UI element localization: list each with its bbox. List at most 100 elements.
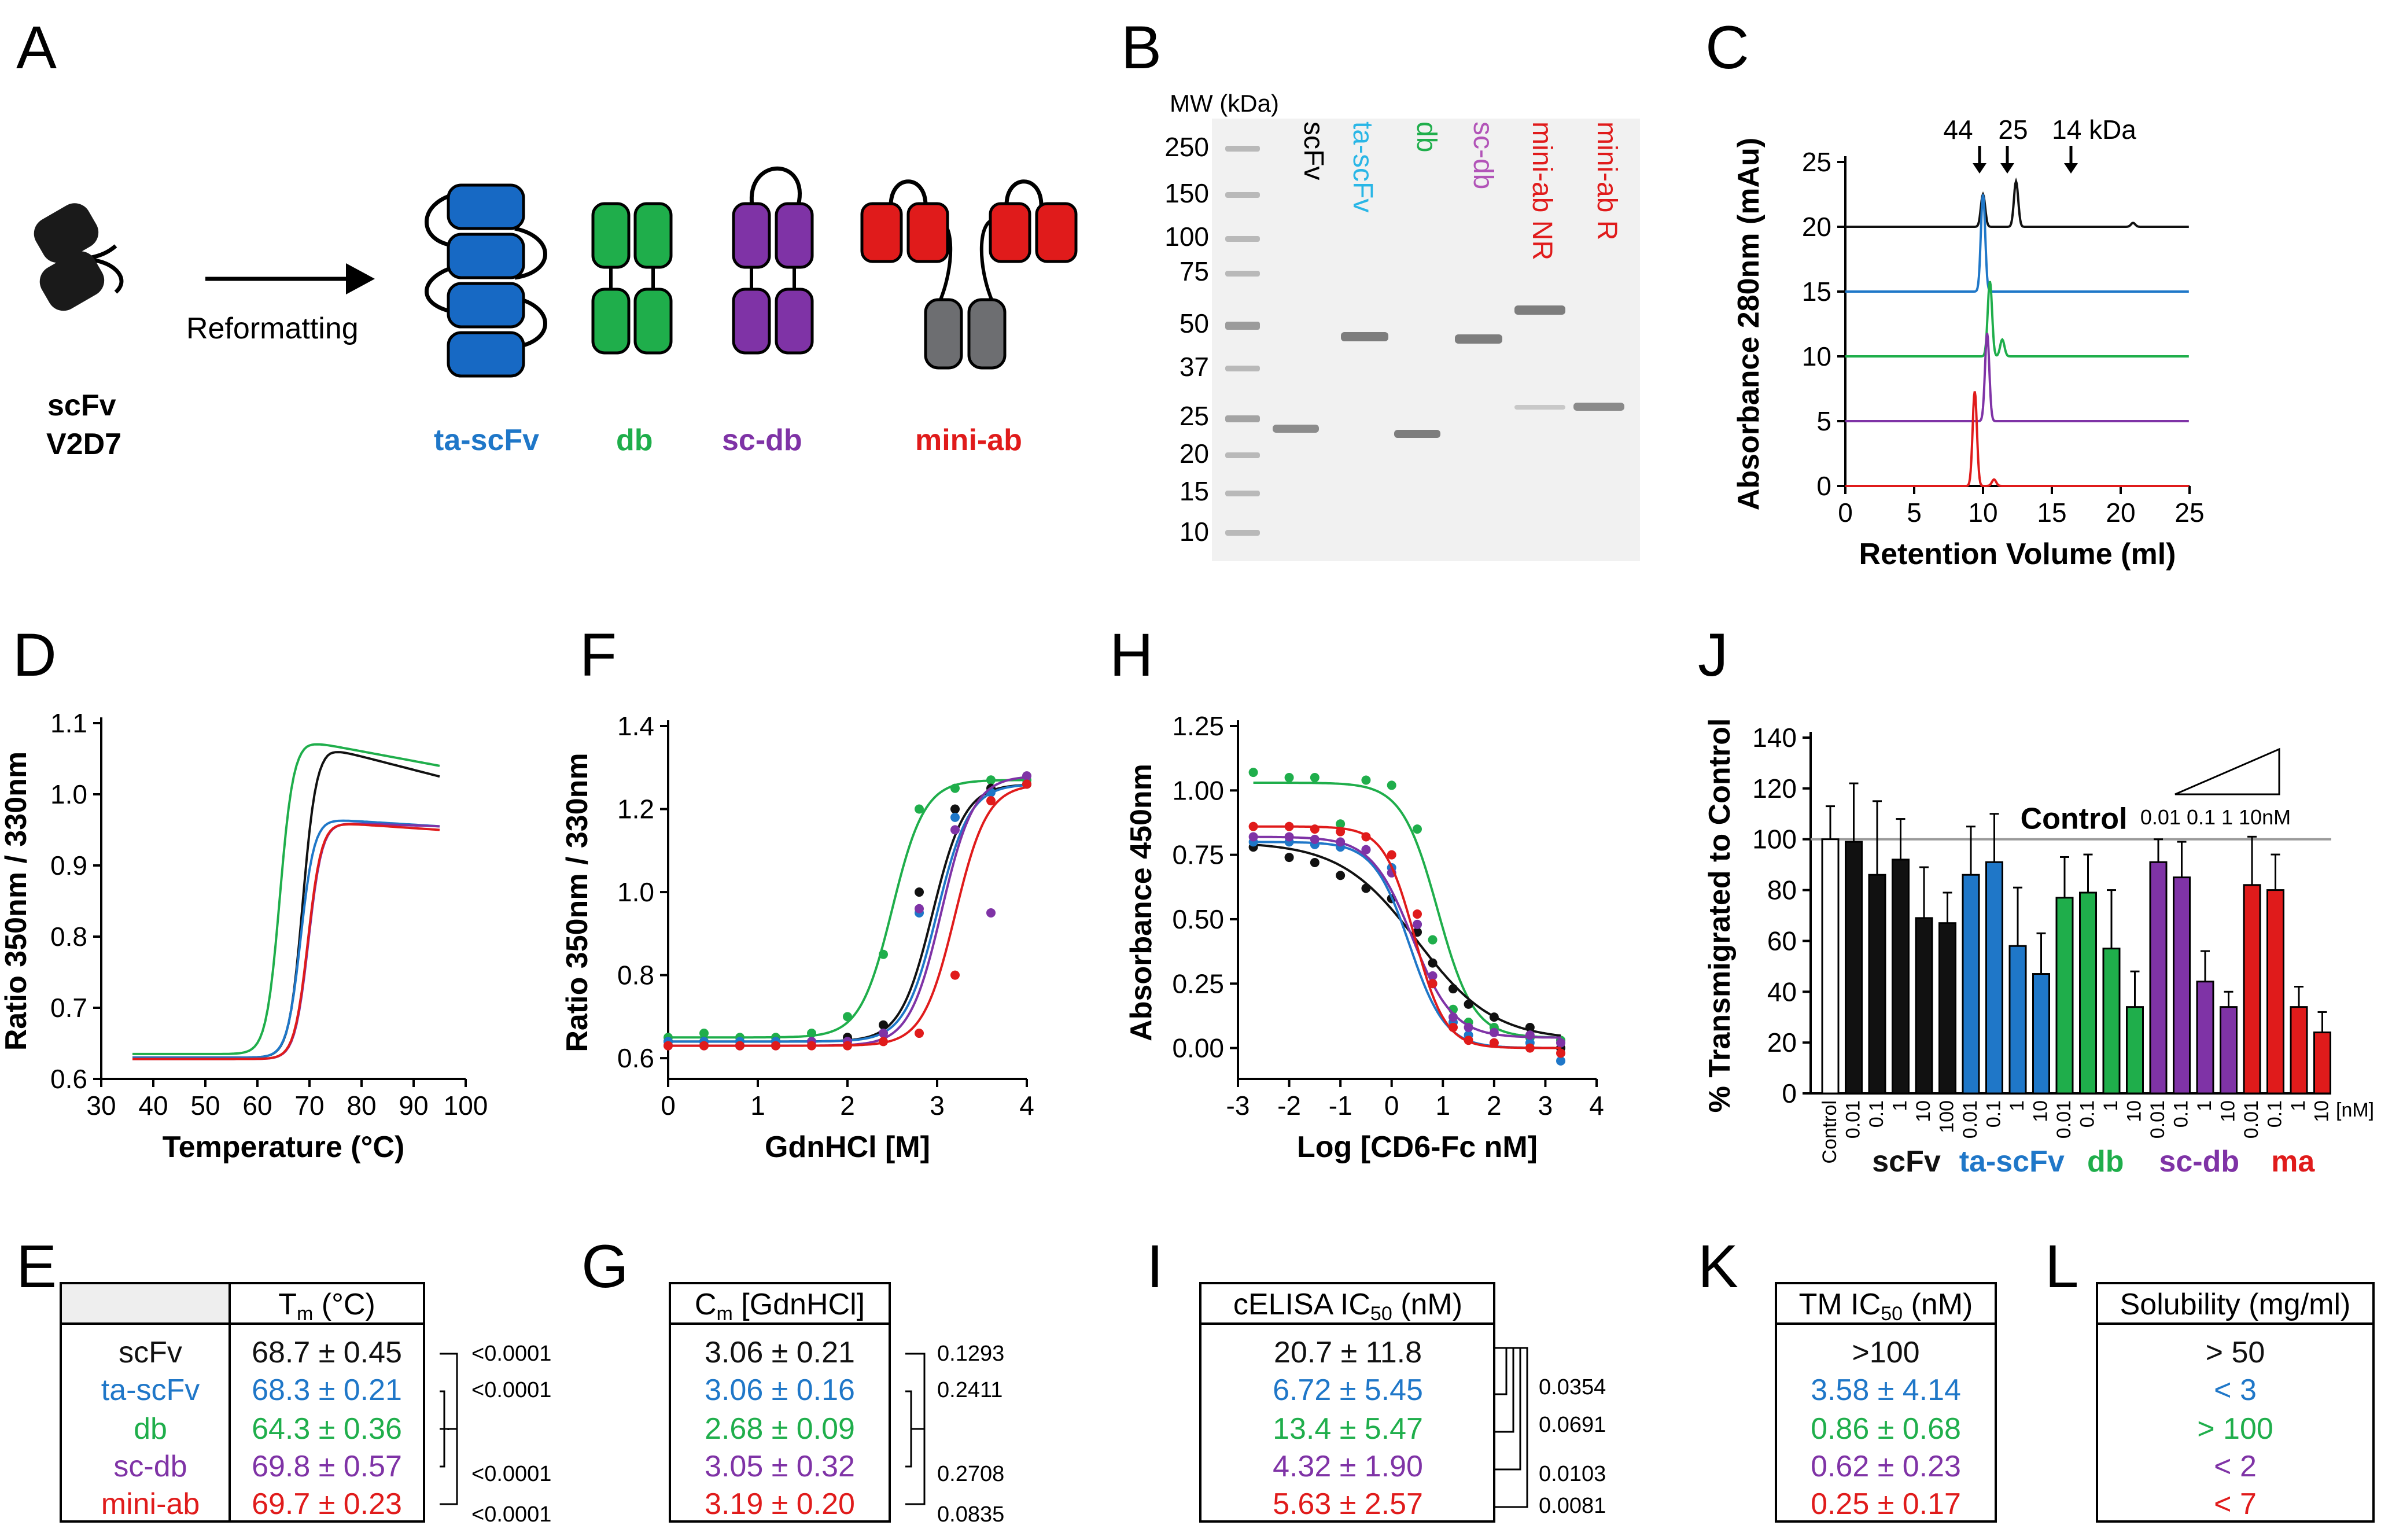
x-tick-label: 1 <box>2194 1100 2216 1111</box>
table-g-value-db: 2.68 ± 0.09 <box>705 1412 855 1446</box>
x-tick-label: 1 <box>1889 1100 1911 1111</box>
y-axis-title: Ratio 350nm / 330nm <box>561 753 594 1052</box>
gel-mw-title: MW (kDa) <box>1170 90 1279 117</box>
bar-ma <box>2290 1006 2308 1095</box>
point-sc-db <box>1428 971 1438 981</box>
point-mini-ab <box>699 1041 709 1051</box>
y-tick-label: 140 <box>1752 723 1797 753</box>
panel-label-i: I <box>1147 1233 1163 1300</box>
point-sc-db <box>1464 1022 1473 1032</box>
trace-ta-scFv <box>1845 194 2189 293</box>
table-l: Solubility (mg/ml) > 50 < 3 > 100 < 2 < … <box>2096 1282 2375 1523</box>
x-tick-label: 0 <box>1384 1090 1399 1121</box>
table-g-header: Cm [GdnHCl] <box>695 1288 865 1325</box>
mini-ab-schematic <box>860 179 1078 370</box>
chart-f: 0 1 2 3 4 0.6 0.8 1.0 1.2 1.4 GdnHCl [M] Ratio 350n… <box>561 711 1034 1164</box>
table-e: Tm (°C) scFv ta-scFv db sc-db mini-ab 68… <box>60 1282 551 1527</box>
point-scFv <box>1449 984 1458 994</box>
point-db <box>843 1012 852 1022</box>
bar-sc-db <box>2173 876 2191 1095</box>
band-mini-ab-nr-faint <box>1514 405 1565 410</box>
x-tick-label: 0.1 <box>1866 1100 1888 1128</box>
bar-db <box>2079 891 2097 1095</box>
point-sc-db <box>879 1029 888 1038</box>
bar-scFv <box>1868 874 1886 1095</box>
x-tick-label: 100 <box>1936 1100 1958 1133</box>
y-tick-label: 1.25 <box>1172 711 1224 741</box>
x-tick-label: 10 <box>2124 1100 2146 1122</box>
x-tick-label: 0.01 <box>1959 1100 1981 1139</box>
x-tick-label: 1 <box>2100 1100 2122 1111</box>
x-tick-label: 0.1 <box>2170 1100 2192 1128</box>
table-e-name-ta-scfv: ta-scFv <box>101 1373 200 1407</box>
marker-44: 44 <box>1943 115 1973 145</box>
lane-db: db <box>1411 121 1442 152</box>
point-mini-ab <box>1284 821 1294 831</box>
band-mini-ab-r <box>1573 403 1624 411</box>
y-axis-title: % Transmigrated to Control <box>1703 719 1737 1113</box>
band-sc-db <box>1455 334 1502 344</box>
y-axis-title: Absorbance 280nm (mAu) <box>1732 138 1766 510</box>
bar-ta-scFv <box>2008 945 2027 1095</box>
bar-ma <box>2313 1031 2331 1095</box>
group-label-ma: ma <box>2271 1145 2315 1178</box>
marker-100: 100 <box>1164 222 1209 252</box>
x-tick-label: 0.01 <box>1842 1100 1864 1139</box>
x-tick-label: 0 <box>661 1090 676 1121</box>
y-tick-label: 1.0 <box>617 877 654 907</box>
table-k-value-sc-db: 0.62 ± 0.23 <box>1811 1450 1961 1483</box>
panel-label-k: K <box>1698 1233 1738 1300</box>
x-tick-label: 90 <box>399 1090 428 1121</box>
table-g-p3: 0.2708 <box>937 1462 1004 1486</box>
point-scFv <box>1336 871 1346 880</box>
bar-ma <box>2266 889 2284 1095</box>
point-scFv <box>1361 883 1371 893</box>
curve-mini-ab <box>132 823 440 1060</box>
y-tick-label: 20 <box>1802 212 1831 242</box>
x-tick-label: 0.1 <box>2077 1100 2099 1128</box>
point-mini-ab <box>735 1041 744 1051</box>
point-db <box>1361 775 1371 785</box>
table-l-value-db: > 100 <box>2197 1412 2273 1446</box>
label-ta-scfv: ta-scFv <box>434 423 539 457</box>
arrow-down-icon <box>2000 163 2014 174</box>
y-axis-title: Ratio 350nm / 330nm <box>0 751 33 1051</box>
ta-scfv-schematic <box>425 183 547 378</box>
point-mini-ab <box>1248 821 1258 831</box>
x-tick-label: 10 <box>2217 1100 2239 1122</box>
x-tick-label: 3 <box>930 1090 945 1121</box>
bar-scFv <box>1892 859 1910 1095</box>
bar-sc-db <box>2149 861 2168 1095</box>
marker-20: 20 <box>1180 439 1209 469</box>
panel-label-e: E <box>16 1233 57 1300</box>
x-tick-label: -2 <box>1277 1090 1301 1121</box>
point-mini-ab <box>915 1029 924 1038</box>
fit-sc-db <box>1253 835 1561 1039</box>
table-e-p1: <0.0001 <box>471 1342 551 1366</box>
point-mini-ab <box>1464 1036 1473 1045</box>
panel-label-b: B <box>1121 14 1162 82</box>
point-mini-ab <box>950 970 960 980</box>
bar-db <box>2102 948 2121 1095</box>
table-e-p2: <0.0001 <box>471 1378 551 1402</box>
x-tick-label: 10 <box>2030 1100 2052 1122</box>
point-mini-ab <box>1449 1022 1458 1032</box>
table-e-name-sc-db: sc-db <box>113 1450 187 1483</box>
x-tick-label: 50 <box>190 1090 220 1121</box>
lane-ta-scfv: ta-scFv <box>1347 121 1378 212</box>
x-tick-label: 10 <box>1968 498 1997 528</box>
y-tick-label: 0.75 <box>1172 840 1224 870</box>
table-i-p4: 0.0081 <box>1539 1494 1606 1518</box>
table-g-p4: 0.0835 <box>937 1502 1004 1527</box>
table-g: Cm [GdnHCl] 3.06 ± 0.21 3.06 ± 0.16 2.68… <box>669 1282 1004 1527</box>
point-mini-ab <box>807 1041 816 1051</box>
point-scFv <box>879 1020 888 1030</box>
y-axis-title: Absorbance 450nm <box>1125 764 1158 1041</box>
table-e-header: Tm (°C) <box>278 1288 375 1325</box>
point-sc-db <box>915 904 924 913</box>
y-tick-label: 1.0 <box>50 779 87 809</box>
y-tick-label: 1.4 <box>617 711 654 741</box>
gel-marker-labels: 250 150 100 75 50 37 25 20 15 10 <box>1164 132 1209 547</box>
panel-label-h: H <box>1110 621 1153 689</box>
table-e-p3: <0.0001 <box>471 1462 551 1486</box>
